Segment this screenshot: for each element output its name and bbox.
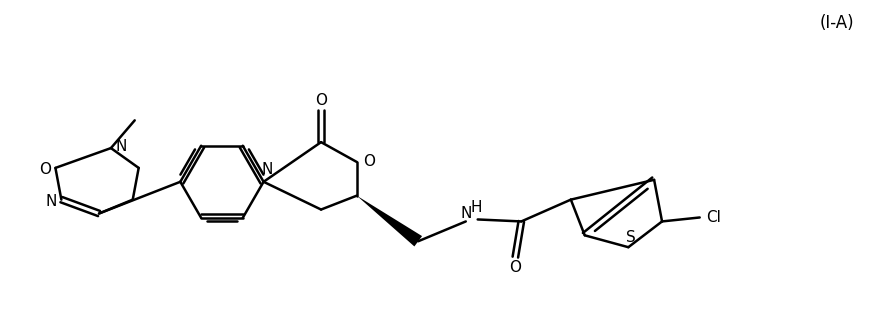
Text: H: H bbox=[471, 200, 482, 215]
Text: O: O bbox=[363, 155, 374, 169]
Text: O: O bbox=[40, 162, 51, 177]
Text: O: O bbox=[315, 93, 327, 108]
Text: N: N bbox=[115, 139, 126, 154]
Text: Cl: Cl bbox=[706, 210, 721, 225]
Text: O: O bbox=[509, 259, 521, 275]
Text: N: N bbox=[460, 206, 472, 221]
Text: (I-A): (I-A) bbox=[819, 14, 854, 32]
Text: N: N bbox=[46, 194, 57, 209]
Text: N: N bbox=[262, 162, 273, 177]
Text: S: S bbox=[626, 230, 636, 245]
Polygon shape bbox=[357, 196, 422, 246]
